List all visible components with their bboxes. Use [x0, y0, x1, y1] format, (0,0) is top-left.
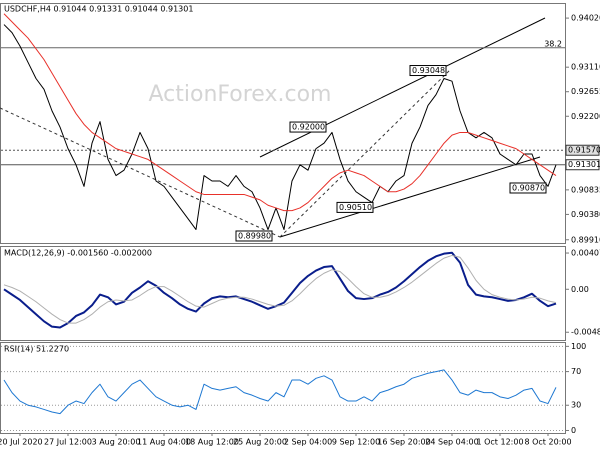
y-tick-label: -0.004829 — [571, 328, 600, 337]
annotation-box — [289, 121, 327, 133]
x-tick-label: 1 Oct 12:00 — [476, 438, 523, 447]
annotation-box — [509, 182, 547, 194]
y-tick-label: 30 — [571, 401, 581, 410]
level-box — [565, 144, 600, 156]
x-tick-label: 11 Aug 04:00 — [137, 438, 191, 447]
x-tick-label: 3 Aug 20:00 — [92, 438, 141, 447]
level-label: 0.91570 — [568, 146, 600, 155]
y-tick-label: 0.89910 — [571, 235, 600, 244]
channel-lower — [279, 156, 541, 238]
x-tick-label: 25 Aug 20:00 — [233, 438, 287, 447]
macd-title: MACD(12,26,9) -0.001560 -0.002000 — [4, 249, 152, 258]
annotation-label: 0.90870 — [512, 183, 545, 192]
y-tick-label: 0.00 — [571, 285, 589, 294]
annotation-label: 0.92000 — [292, 123, 325, 132]
annotation-label: 0.93048 — [412, 66, 445, 75]
channel-upper — [259, 17, 546, 158]
x-tick-label: 18 Aug 12:00 — [185, 438, 239, 447]
y-tick-label: 100 — [571, 342, 586, 351]
watermark: ActionForex.com — [149, 82, 332, 107]
x-tick-label: 2 Sep 04:00 — [284, 438, 332, 447]
x-tick-label: 16 Sep 20:00 — [377, 438, 430, 447]
annotation-box — [336, 201, 374, 213]
macd-panel — [0, 246, 566, 341]
x-tick-label: 20 Jul 2020 — [0, 438, 43, 447]
level-label: 0.91301 — [568, 160, 600, 169]
x-tick-label: 9 Sep 12:00 — [332, 438, 380, 447]
projection-dashed — [279, 69, 451, 238]
series-line — [3, 13, 557, 212]
annotation-box — [235, 230, 273, 242]
y-tick-label: 70 — [571, 367, 581, 376]
y-tick-label: 0.90835 — [571, 185, 600, 194]
level-box — [565, 159, 600, 171]
annotation-label: 0.90510 — [339, 203, 372, 212]
fib-label: 38.2 — [544, 39, 562, 48]
x-tick-label: 8 Oct 20:00 — [524, 438, 571, 447]
rsi-panel — [0, 342, 566, 434]
price-title: USDCHF,H4 0.91044 0.91331 0.91044 0.9130… — [4, 5, 193, 14]
series-line — [3, 254, 557, 324]
y-tick-label: 0.004071 — [571, 249, 600, 258]
price-panel — [0, 3, 566, 244]
series-line — [3, 369, 557, 415]
rsi-title: RSI(14) 51.2270 — [4, 345, 69, 354]
y-tick-label: 0 — [571, 426, 576, 435]
x-tick-label: 27 Jul 12:00 — [44, 438, 92, 447]
x-tick-label: 24 Sep 04:00 — [425, 438, 478, 447]
annotation-label: 0.89980 — [238, 231, 271, 240]
annotation-box — [409, 65, 447, 77]
y-tick-label: 0.92655 — [571, 87, 600, 96]
series-line — [3, 251, 557, 329]
series-line — [3, 24, 557, 231]
